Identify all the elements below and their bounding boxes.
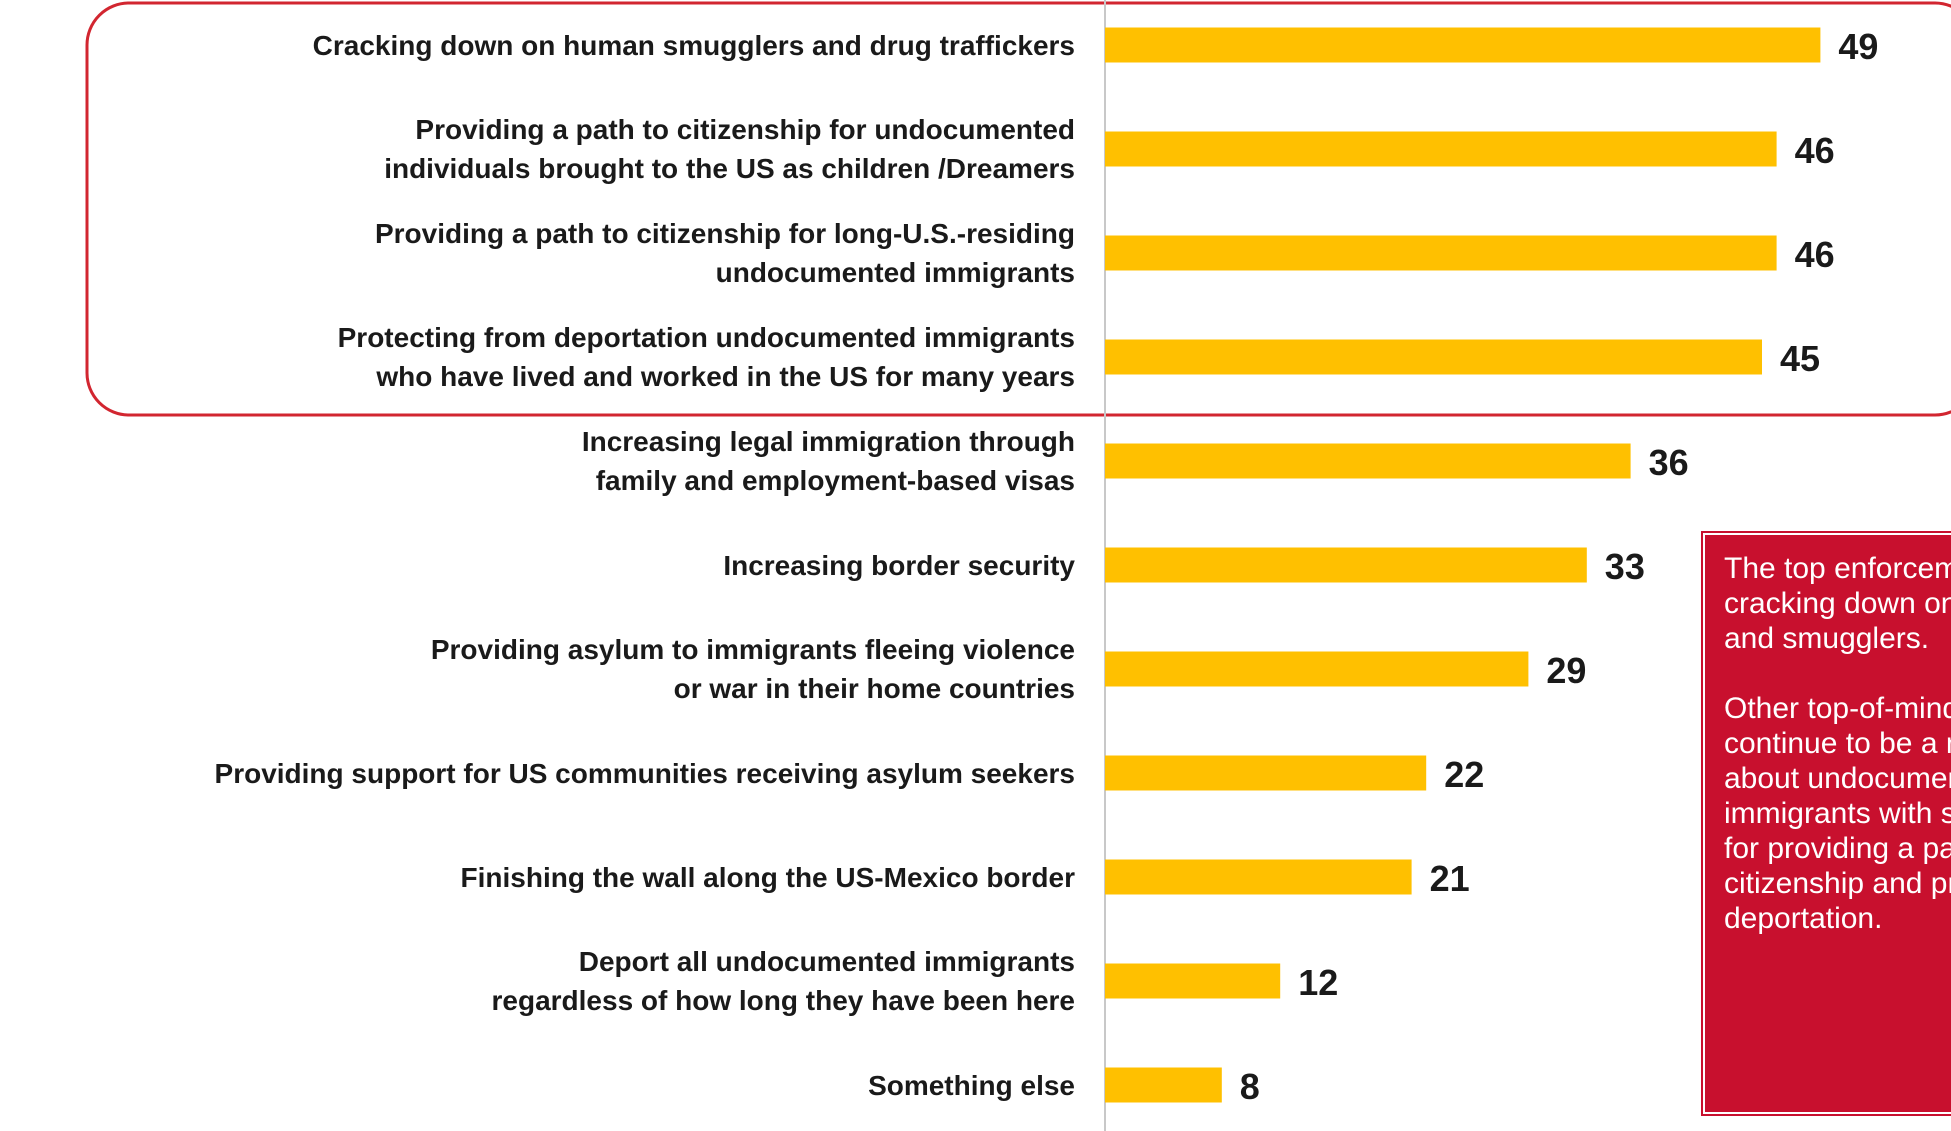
bar-2 — [1105, 131, 1777, 167]
category-label-7: Providing asylum to immigrants fleeing v… — [431, 634, 1075, 704]
category-label-3: Providing a path to citizenship for long… — [375, 218, 1075, 288]
category-label-line: individuals brought to the US as childre… — [384, 153, 1075, 184]
bar-4 — [1105, 339, 1762, 375]
category-label-line: undocumented immigrants — [716, 257, 1075, 288]
data-label-4: 45 — [1780, 338, 1820, 379]
data-label-8: 22 — [1444, 754, 1484, 795]
category-label-line: regardless of how long they have been he… — [492, 985, 1076, 1016]
category-label-4: Protecting from deportation undocumented… — [338, 322, 1075, 392]
data-label-7: 29 — [1546, 650, 1586, 691]
category-label-line: Cracking down on human smugglers and dru… — [313, 30, 1075, 61]
bar-3 — [1105, 235, 1777, 271]
category-label-5: Increasing legal immigration through fami… — [582, 426, 1075, 496]
callout-text: The top enforcement priority is cracking… — [1705, 535, 1951, 936]
category-label-9: Finishing the wall along the US-Mexico b… — [461, 862, 1076, 893]
highlight-frame — [85, 1, 1951, 417]
category-label-line: who have lived and worked in the US for … — [375, 361, 1075, 392]
bar-11 — [1105, 1067, 1222, 1103]
bar-10 — [1105, 963, 1281, 999]
category-label-10: Deport all undocumented immigrants regard… — [492, 946, 1076, 1016]
data-label-3: 46 — [1795, 234, 1835, 275]
category-label-line: Finishing the wall along the US-Mexico b… — [461, 862, 1076, 893]
category-label-line: or war in their home countries — [674, 673, 1075, 704]
callout-box: The top enforcement priority is cracking… — [1701, 531, 1951, 1116]
data-label-2: 46 — [1795, 130, 1835, 171]
category-label-8: Providing support for US communities rec… — [215, 758, 1075, 789]
category-label-line: Providing a path to citizenship for undo… — [415, 114, 1075, 145]
data-label-10: 12 — [1298, 962, 1338, 1003]
bar-8 — [1105, 755, 1427, 791]
category-label-line: Deport all undocumented immigrants — [579, 946, 1075, 977]
data-label-1: 49 — [1838, 26, 1878, 67]
category-label-2: Providing a path to citizenship for undo… — [384, 114, 1075, 184]
bar-6 — [1105, 547, 1587, 583]
bar-7 — [1105, 651, 1529, 687]
callout-paragraph-1: The top enforcement priority is cracking… — [1724, 552, 1951, 655]
data-label-11: 8 — [1240, 1066, 1260, 1107]
category-label-line: family and employment-based visas — [596, 465, 1075, 496]
category-label-line: Providing asylum to immigrants fleeing v… — [431, 634, 1075, 665]
bar-5 — [1105, 443, 1631, 479]
category-label-line: Increasing border security — [723, 550, 1075, 581]
category-label-line: Increasing legal immigration through — [582, 426, 1075, 457]
category-label-6: Increasing border security — [723, 550, 1075, 581]
data-label-6: 33 — [1605, 546, 1645, 587]
bar-1 — [1105, 27, 1821, 63]
category-label-line: Protecting from deportation undocumented… — [338, 322, 1075, 353]
category-label-line: Providing a path to citizenship for long… — [375, 218, 1075, 249]
category-label-1: Cracking down on human smugglers and dru… — [313, 30, 1075, 61]
data-label-9: 21 — [1430, 858, 1470, 899]
callout-paragraph-2: Other top-of-mind priorities continue to… — [1724, 692, 1951, 935]
data-label-5: 36 — [1649, 442, 1689, 483]
bar-9 — [1105, 859, 1412, 895]
category-label-line: Something else — [868, 1070, 1075, 1101]
category-label-11: Something else — [868, 1070, 1075, 1101]
category-label-line: Providing support for US communities rec… — [215, 758, 1075, 789]
